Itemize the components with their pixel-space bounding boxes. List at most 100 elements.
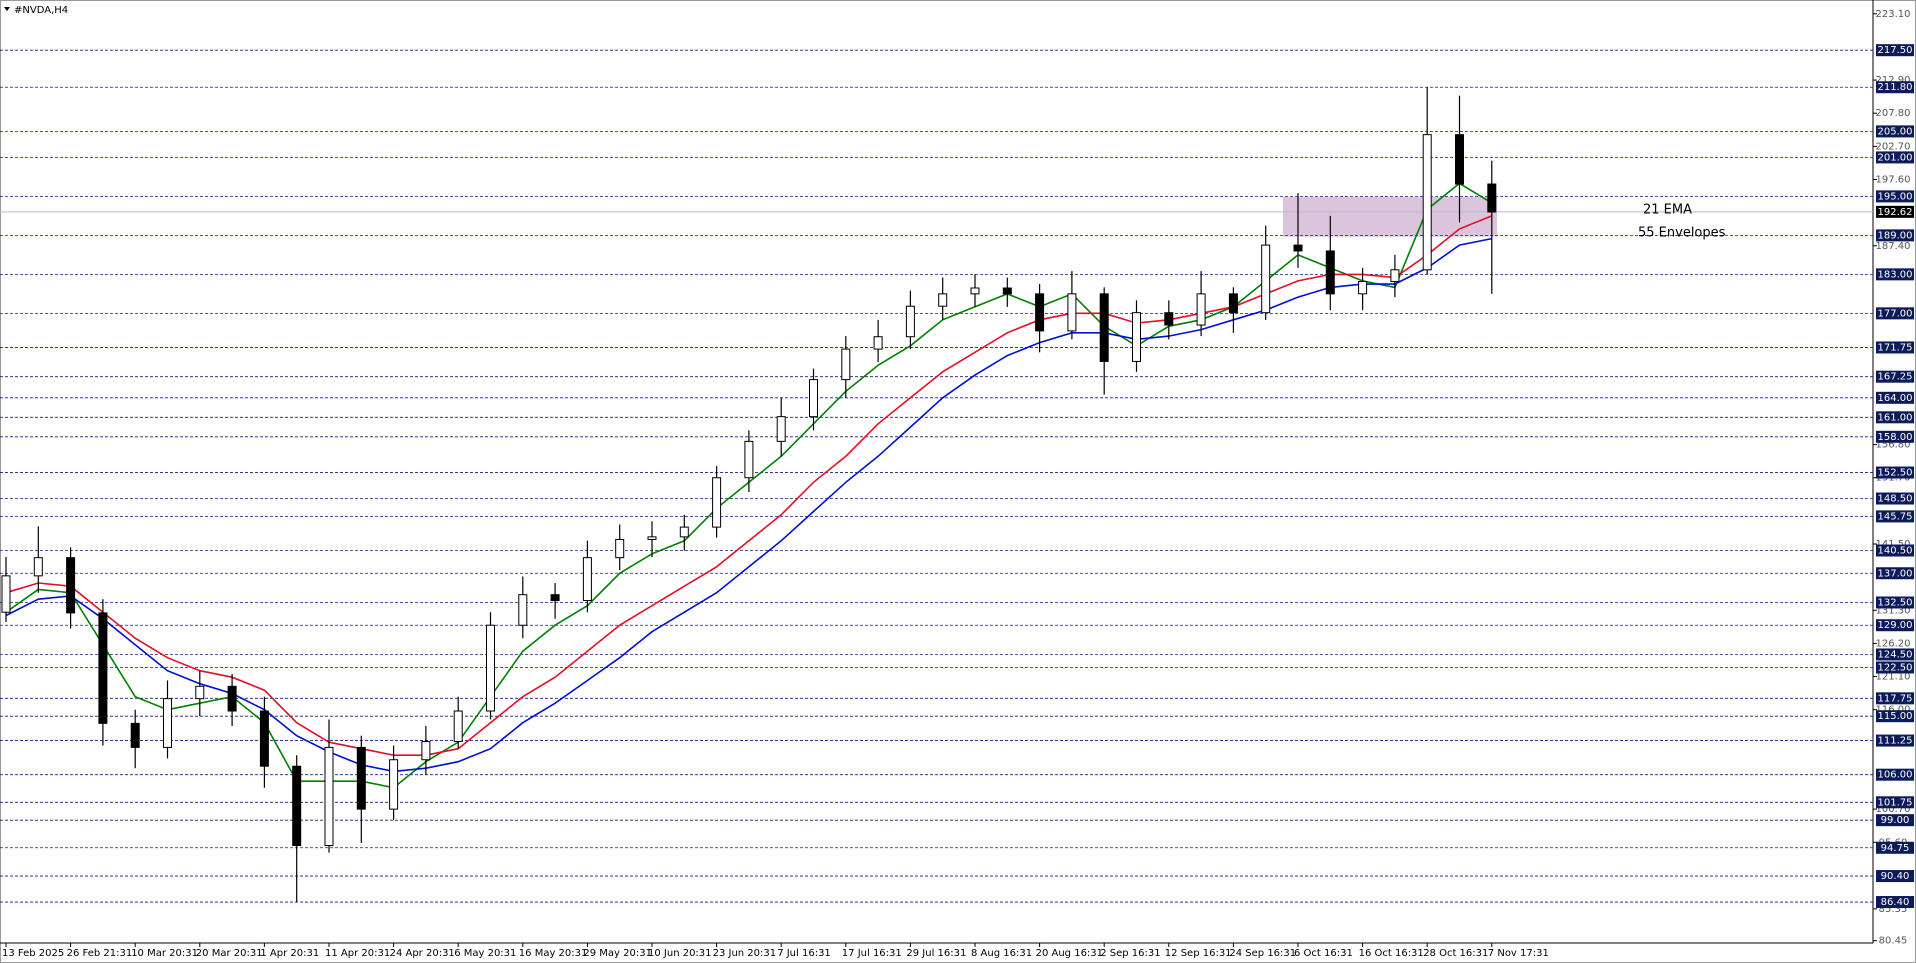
- level-box: [1876, 510, 1914, 523]
- candle-body: [356, 746, 366, 810]
- x-tick-label: 6 Oct 16:31: [1294, 948, 1353, 959]
- level-label: 205.00: [1878, 126, 1913, 137]
- candle-body: [389, 759, 399, 810]
- level-label: 217.50: [1878, 45, 1913, 56]
- y-tick-label: 121.10: [1876, 672, 1911, 683]
- y-tick-label: 131.30: [1876, 605, 1911, 616]
- level-box: [1876, 391, 1914, 404]
- level-box: [1876, 768, 1914, 781]
- zone: [1283, 197, 1497, 237]
- y-tick-label: 212.90: [1876, 75, 1911, 86]
- x-tick-label: 20 Mar 20:31: [196, 948, 263, 959]
- candle-body: [647, 536, 657, 540]
- level-label: 99.00: [1881, 815, 1910, 826]
- level-box: [1876, 661, 1914, 674]
- x-tick-label: 6 May 20:31: [454, 948, 516, 959]
- level-label: 211.80: [1878, 82, 1913, 93]
- x-tick-label: 2 Sep 16:31: [1100, 948, 1160, 959]
- candle-body: [1228, 293, 1238, 314]
- level-label: 115.00: [1878, 711, 1913, 722]
- x-tick-label: 29 May 20:31: [583, 948, 652, 959]
- ma-line: [5, 237, 1492, 773]
- level-box: [1876, 870, 1914, 883]
- level-box: [1876, 370, 1914, 383]
- chart-title: #NVDA,H4: [14, 5, 68, 16]
- level-label: 101.75: [1878, 797, 1913, 808]
- level-box: [1876, 648, 1914, 661]
- x-tick-label: 23 Jun 20:31: [713, 948, 777, 959]
- candle-body: [970, 287, 980, 295]
- candle-body: [292, 765, 302, 847]
- level-label: 86.40: [1881, 897, 1910, 908]
- candle-body: [873, 336, 883, 350]
- x-tick-label: 28 Oct 16:31: [1423, 948, 1488, 959]
- menu-triangle[interactable]: [4, 7, 10, 11]
- candle-body: [1099, 293, 1109, 362]
- candle-body: [938, 293, 948, 307]
- level-box: [1876, 341, 1914, 354]
- y-tick-label: 223.10: [1876, 9, 1911, 20]
- level-label: 195.00: [1878, 191, 1913, 202]
- price-label: 192.62: [1878, 207, 1913, 218]
- level-label: 132.50: [1878, 597, 1913, 608]
- level-box: [1876, 596, 1914, 609]
- y-tick-label: 202.70: [1876, 141, 1911, 152]
- level-box: [1876, 44, 1914, 57]
- x-tick-label: 20 Aug 16:31: [1036, 948, 1103, 959]
- candle-body: [1293, 244, 1303, 252]
- candle-body: [1325, 250, 1335, 295]
- x-tick-label: 7 Nov 17:31: [1488, 948, 1549, 959]
- y-tick-label: 126.20: [1876, 638, 1911, 649]
- candle-body: [582, 557, 592, 602]
- y-tick-label: 80.45: [1879, 936, 1908, 947]
- candle-body: [259, 710, 269, 767]
- level-label: 122.50: [1878, 662, 1913, 673]
- candle-body: [518, 594, 528, 626]
- level-label: 177.00: [1878, 308, 1913, 319]
- level-label: 137.00: [1878, 568, 1913, 579]
- level-box: [1876, 814, 1914, 827]
- candle-body: [33, 557, 43, 577]
- candle-body: [809, 379, 818, 418]
- level-label: 145.75: [1878, 511, 1913, 522]
- level-label: 117.75: [1878, 693, 1913, 704]
- level-box: [1876, 430, 1914, 443]
- level-label: 140.50: [1878, 546, 1913, 557]
- candle-body: [1132, 312, 1141, 362]
- level-label: 129.00: [1878, 620, 1913, 631]
- level-box: [1876, 567, 1914, 580]
- candle-body: [679, 526, 689, 538]
- x-tick-label: 10 Jun 20:31: [648, 948, 712, 959]
- candle-body: [1002, 287, 1012, 295]
- level-box: [1876, 307, 1914, 320]
- candle-body: [227, 685, 237, 712]
- level-box: [1876, 710, 1914, 723]
- x-tick-label: 26 Feb 21:31: [67, 948, 133, 959]
- candle-body: [130, 722, 140, 748]
- candle-body: [1196, 293, 1206, 326]
- x-tick-label: 16 May 20:31: [519, 948, 588, 959]
- candle-body: [550, 594, 560, 602]
- level-box: [1876, 190, 1914, 203]
- candle-body: [615, 538, 625, 559]
- level-box: [1876, 544, 1914, 557]
- x-tick-label: 10 Mar 20:31: [131, 948, 198, 959]
- level-label: 167.25: [1878, 372, 1913, 383]
- level-box: [1876, 229, 1914, 242]
- level-label: 106.00: [1878, 770, 1913, 781]
- x-tick-label: 29 Jul 16:31: [906, 948, 966, 959]
- level-box: [1876, 619, 1914, 632]
- candle-body: [905, 305, 915, 338]
- x-tick-label: 11 Apr 20:31: [325, 948, 390, 959]
- candle-body: [98, 612, 108, 724]
- candle-body: [1487, 183, 1497, 213]
- candle-body: [453, 710, 463, 743]
- level-label: 90.40: [1881, 871, 1910, 882]
- candle-body: [744, 440, 754, 479]
- candle-body: [1067, 293, 1077, 332]
- candle-body: [1261, 244, 1271, 314]
- x-tick-label: 1 Apr 20:31: [260, 948, 319, 959]
- candle-body: [1358, 281, 1368, 295]
- candle-body: [66, 557, 76, 614]
